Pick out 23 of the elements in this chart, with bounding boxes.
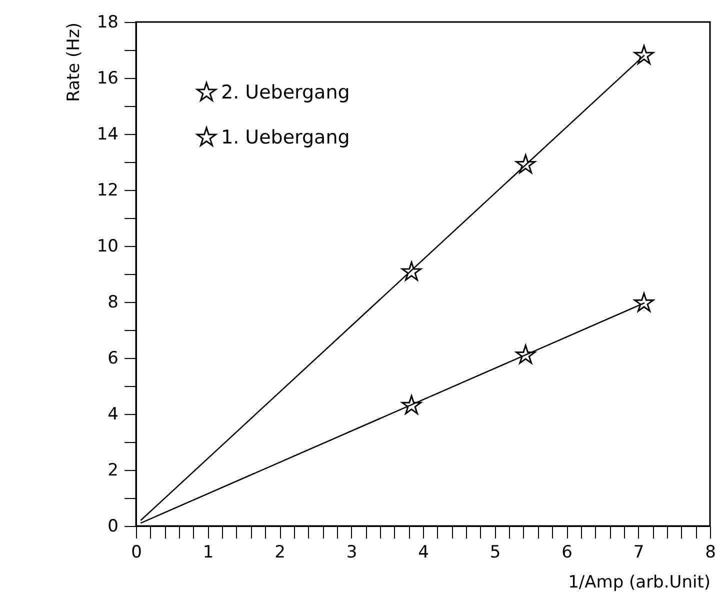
x-tick-label: 7 bbox=[633, 542, 644, 562]
x-tick-label: 2 bbox=[274, 542, 286, 562]
y-tick-label: 14 bbox=[96, 124, 118, 144]
y-tick-label: 8 bbox=[108, 292, 118, 312]
y-tick-label: 4 bbox=[108, 404, 118, 424]
x-axis-title: 1/Amp (arb.Unit) bbox=[568, 572, 710, 592]
y-tick-label: 6 bbox=[108, 348, 118, 368]
legend-label: 1. Uebergang bbox=[221, 126, 350, 148]
y-axis-title: Rate (Hz) bbox=[64, 22, 84, 102]
x-tick-label: 5 bbox=[490, 542, 501, 562]
x-tick-label: 8 bbox=[705, 542, 716, 562]
y-tick-label: 16 bbox=[96, 68, 118, 88]
x-tick-label: 1 bbox=[202, 542, 214, 562]
x-tick-label: 4 bbox=[418, 542, 429, 562]
x-tick-label: 6 bbox=[562, 542, 572, 562]
y-tick-label: 12 bbox=[96, 180, 118, 200]
y-tick-label: 10 bbox=[96, 236, 118, 256]
y-tick-label: 18 bbox=[96, 12, 118, 32]
y-tick-label: 0 bbox=[108, 516, 118, 536]
x-tick-label: 3 bbox=[346, 542, 358, 562]
x-tick-label: 0 bbox=[131, 542, 142, 562]
legend-label: 2. Uebergang bbox=[221, 82, 350, 104]
y-tick-label: 2 bbox=[108, 460, 118, 480]
